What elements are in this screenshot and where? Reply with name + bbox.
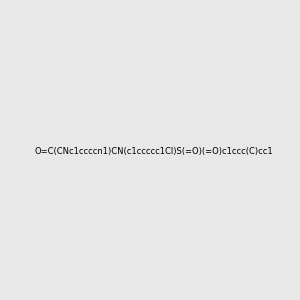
Text: O=C(CNc1ccccn1)CN(c1ccccc1Cl)S(=O)(=O)c1ccc(C)cc1: O=C(CNc1ccccn1)CN(c1ccccc1Cl)S(=O)(=O)c1… — [34, 147, 273, 156]
